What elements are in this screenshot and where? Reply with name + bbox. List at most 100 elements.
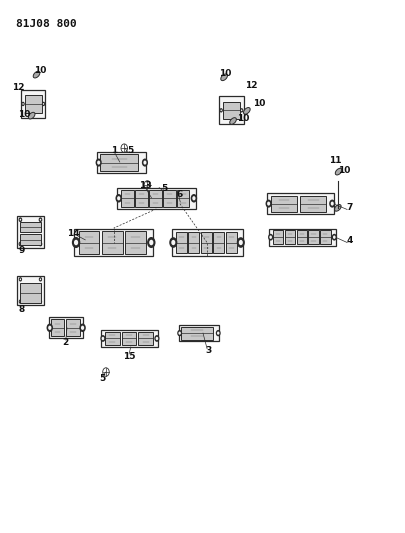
Text: 4: 4 xyxy=(346,237,352,245)
Bar xyxy=(171,229,242,256)
Circle shape xyxy=(236,237,244,248)
Text: 10: 10 xyxy=(337,166,350,175)
Bar xyxy=(135,190,147,207)
Circle shape xyxy=(42,102,45,106)
Bar xyxy=(116,188,195,209)
Circle shape xyxy=(239,108,243,112)
Circle shape xyxy=(215,330,220,336)
Bar xyxy=(79,231,99,254)
Circle shape xyxy=(100,335,105,342)
Ellipse shape xyxy=(220,74,227,80)
Circle shape xyxy=(72,237,80,248)
Circle shape xyxy=(266,201,269,206)
Circle shape xyxy=(115,194,122,203)
Circle shape xyxy=(19,217,22,222)
Circle shape xyxy=(20,301,21,303)
Text: 11: 11 xyxy=(328,157,341,165)
Circle shape xyxy=(20,278,21,280)
Circle shape xyxy=(74,240,78,245)
Text: 5: 5 xyxy=(99,374,106,383)
Circle shape xyxy=(40,278,41,280)
Circle shape xyxy=(19,243,21,245)
Bar xyxy=(121,332,136,345)
Text: 12: 12 xyxy=(12,84,24,92)
Bar xyxy=(125,231,145,254)
Circle shape xyxy=(101,337,104,340)
Bar xyxy=(308,230,318,244)
Text: 13: 13 xyxy=(139,181,151,190)
Circle shape xyxy=(47,324,53,332)
Bar xyxy=(225,232,236,253)
Text: 10: 10 xyxy=(34,66,47,75)
Bar xyxy=(49,317,83,338)
Ellipse shape xyxy=(243,108,249,114)
Text: 3: 3 xyxy=(205,346,211,355)
Circle shape xyxy=(21,102,25,106)
Circle shape xyxy=(81,326,84,330)
Circle shape xyxy=(22,103,23,105)
Text: 5: 5 xyxy=(126,146,133,155)
Circle shape xyxy=(40,243,41,245)
Circle shape xyxy=(192,196,195,200)
Bar xyxy=(178,325,219,341)
Text: 81J08 800: 81J08 800 xyxy=(16,19,77,29)
Bar xyxy=(296,230,306,244)
Bar xyxy=(270,196,296,212)
Bar xyxy=(17,276,43,305)
Circle shape xyxy=(141,158,148,167)
Text: 10: 10 xyxy=(18,110,30,119)
Circle shape xyxy=(220,109,221,111)
Text: 1: 1 xyxy=(111,146,117,155)
Bar xyxy=(20,283,41,303)
Ellipse shape xyxy=(229,118,236,124)
Bar xyxy=(51,319,64,336)
Bar xyxy=(219,96,243,124)
Circle shape xyxy=(19,241,22,246)
Bar xyxy=(66,319,79,336)
Circle shape xyxy=(219,108,222,112)
Text: 8: 8 xyxy=(18,305,25,313)
Bar xyxy=(121,190,133,207)
Text: 7: 7 xyxy=(346,204,352,212)
Bar xyxy=(102,231,122,254)
Bar xyxy=(138,332,153,345)
Circle shape xyxy=(330,201,333,206)
Circle shape xyxy=(40,219,41,221)
Circle shape xyxy=(328,199,335,208)
Circle shape xyxy=(143,160,146,165)
Bar xyxy=(97,152,146,173)
Circle shape xyxy=(154,335,159,342)
Bar xyxy=(284,230,294,244)
Bar xyxy=(266,193,333,214)
Circle shape xyxy=(79,324,85,332)
Circle shape xyxy=(169,237,177,248)
Circle shape xyxy=(19,277,22,281)
Bar xyxy=(20,235,41,245)
Circle shape xyxy=(171,240,175,245)
Circle shape xyxy=(267,234,273,240)
Text: 10: 10 xyxy=(252,100,264,108)
Text: 2: 2 xyxy=(62,338,69,346)
Circle shape xyxy=(241,109,242,111)
Text: 6: 6 xyxy=(176,190,183,198)
Bar xyxy=(17,216,43,248)
Text: 10: 10 xyxy=(219,69,231,78)
Bar xyxy=(175,232,186,253)
Text: 5: 5 xyxy=(160,184,167,193)
Bar xyxy=(163,190,175,207)
Ellipse shape xyxy=(33,71,40,78)
Bar xyxy=(213,232,224,253)
Bar xyxy=(21,90,45,118)
Text: 10: 10 xyxy=(237,114,249,123)
Bar xyxy=(222,102,240,119)
Bar xyxy=(188,232,199,253)
Circle shape xyxy=(95,158,102,167)
Bar xyxy=(74,229,153,256)
Circle shape xyxy=(331,234,336,240)
Circle shape xyxy=(43,103,44,105)
Circle shape xyxy=(97,160,100,165)
Ellipse shape xyxy=(28,112,35,119)
Circle shape xyxy=(117,196,120,200)
Bar xyxy=(149,190,161,207)
Bar xyxy=(181,327,212,340)
